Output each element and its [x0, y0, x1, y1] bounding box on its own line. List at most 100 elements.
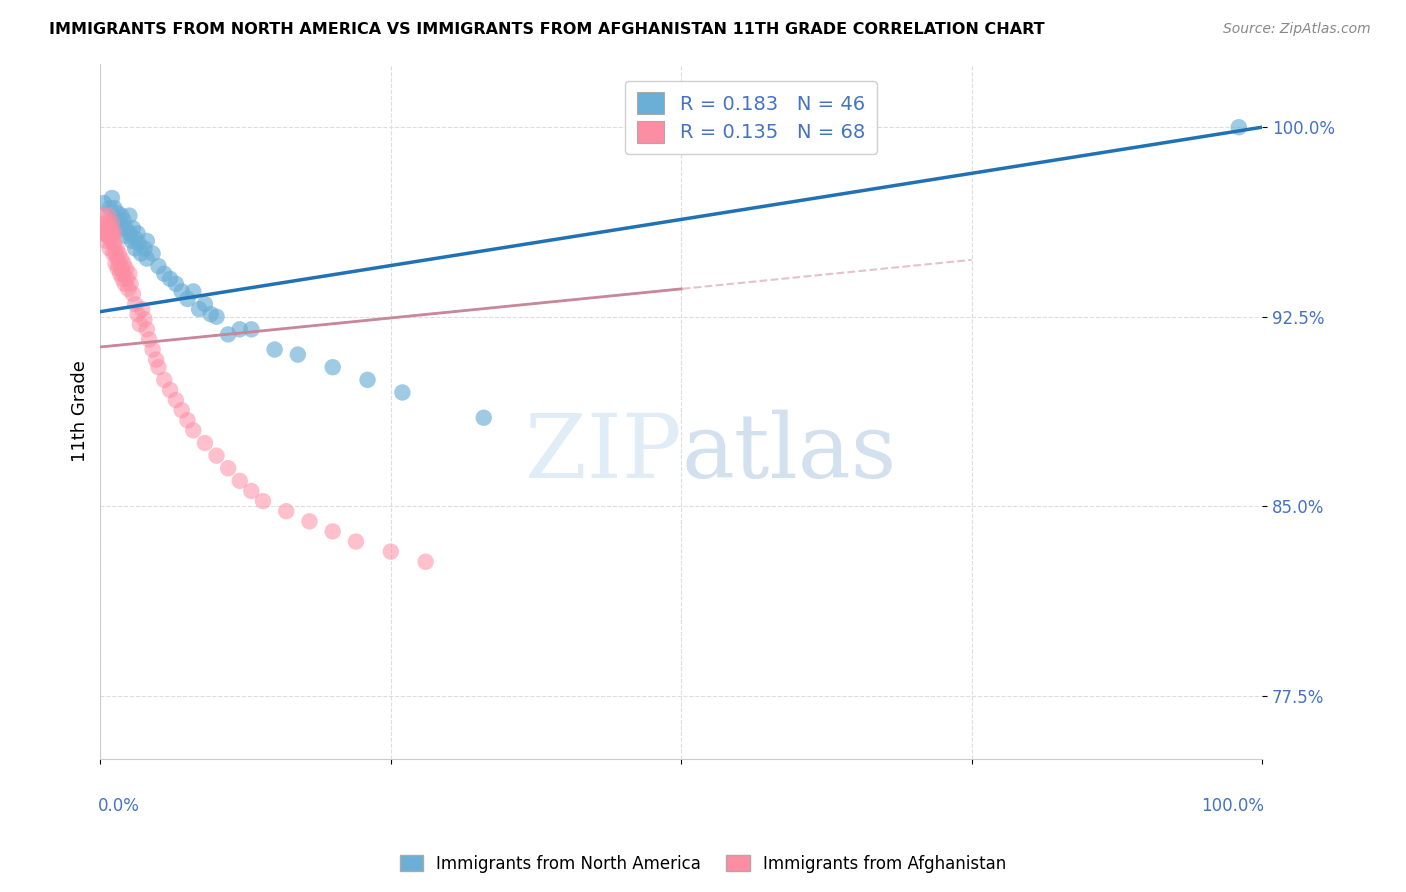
Point [94, 216, 117, 230]
Point [344, 534, 367, 549]
Point [252, 494, 274, 508]
Point [111, 272, 134, 286]
Point [103, 201, 125, 215]
Point [159, 383, 181, 397]
Text: Source: ZipAtlas.com: Source: ZipAtlas.com [1223, 22, 1371, 37]
Point [380, 544, 402, 558]
Point [159, 272, 181, 286]
Point [96, 227, 118, 241]
Point [148, 259, 170, 273]
Legend: Immigrants from North America, Immigrants from Afghanistan: Immigrants from North America, Immigrant… [394, 848, 1012, 880]
Point [138, 333, 160, 347]
Point [128, 318, 150, 332]
Point [115, 261, 138, 276]
Point [217, 461, 239, 475]
Text: 0.0%: 0.0% [98, 797, 141, 815]
Point [103, 236, 125, 251]
Point [276, 504, 298, 518]
Y-axis label: 11th Grade: 11th Grade [72, 360, 89, 462]
Point [194, 297, 217, 311]
Point [127, 227, 149, 241]
Point [1227, 120, 1250, 135]
Point [128, 236, 150, 251]
Point [181, 285, 204, 299]
Point [200, 307, 222, 321]
Point [107, 206, 129, 220]
Point [170, 403, 193, 417]
Point [148, 360, 170, 375]
Point [107, 252, 129, 266]
Point [98, 201, 121, 215]
Point [115, 221, 138, 235]
Point [194, 436, 217, 450]
Point [287, 348, 309, 362]
Point [298, 514, 321, 528]
Point [153, 373, 176, 387]
Point [145, 352, 167, 367]
Point [110, 252, 132, 266]
Point [217, 327, 239, 342]
Point [415, 555, 437, 569]
Point [112, 267, 135, 281]
Point [93, 209, 115, 223]
Point [263, 343, 285, 357]
Point [391, 385, 413, 400]
Point [91, 227, 114, 241]
Point [93, 196, 115, 211]
Point [105, 242, 128, 256]
Point [118, 267, 141, 281]
Point [153, 267, 176, 281]
Point [205, 310, 228, 324]
Point [118, 227, 141, 241]
Text: IMMIGRANTS FROM NORTH AMERICA VS IMMIGRANTS FROM AFGHANISTAN 11TH GRADE CORRELAT: IMMIGRANTS FROM NORTH AMERICA VS IMMIGRA… [49, 22, 1045, 37]
Point [176, 413, 198, 427]
Point [472, 410, 495, 425]
Point [127, 307, 149, 321]
Point [240, 322, 263, 336]
Point [98, 231, 121, 245]
Text: 100.0%: 100.0% [1201, 797, 1264, 815]
Point [122, 287, 145, 301]
Point [107, 213, 129, 227]
Point [240, 483, 263, 498]
Point [114, 277, 136, 291]
Point [134, 242, 156, 256]
Point [104, 211, 127, 226]
Point [100, 231, 122, 245]
Point [108, 257, 131, 271]
Point [115, 272, 138, 286]
Point [103, 227, 125, 241]
Point [110, 209, 132, 223]
Point [205, 449, 228, 463]
Point [115, 228, 138, 243]
Text: atlas: atlas [681, 409, 897, 497]
Point [122, 221, 145, 235]
Point [101, 236, 124, 251]
Point [108, 246, 131, 260]
Point [98, 242, 121, 256]
Point [142, 343, 165, 357]
Point [107, 261, 129, 276]
Legend: R = 0.183   N = 46, R = 0.135   N = 68: R = 0.183 N = 46, R = 0.135 N = 68 [626, 81, 876, 154]
Point [97, 209, 120, 223]
Point [135, 322, 157, 336]
Point [110, 221, 132, 235]
Point [104, 246, 127, 260]
Point [124, 231, 146, 245]
Point [97, 221, 120, 235]
Point [176, 292, 198, 306]
Point [96, 216, 118, 230]
Point [100, 221, 122, 235]
Point [165, 392, 187, 407]
Point [322, 360, 344, 375]
Point [229, 474, 252, 488]
Point [322, 524, 344, 539]
Point [129, 246, 152, 260]
Point [112, 213, 135, 227]
Point [121, 234, 143, 248]
Point [142, 246, 165, 260]
Point [170, 285, 193, 299]
Point [181, 423, 204, 437]
Point [112, 257, 135, 271]
Point [124, 242, 146, 256]
